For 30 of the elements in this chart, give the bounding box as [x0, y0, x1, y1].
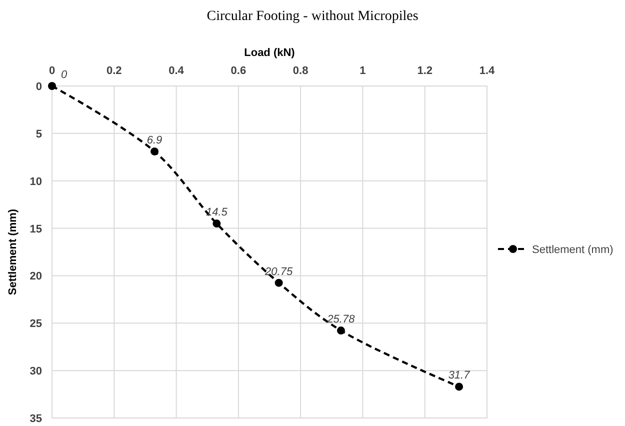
x-axis-title: Load (kN) — [244, 47, 296, 59]
x-tick-label: 0.6 — [230, 65, 246, 77]
point — [274, 278, 283, 287]
y-tick-label: 15 — [30, 223, 42, 236]
point — [455, 382, 464, 391]
data-label: 6.9 — [146, 134, 162, 146]
y-tick-label: 5 — [36, 128, 42, 140]
y-tick-label: 0 — [36, 81, 42, 93]
point — [48, 82, 56, 90]
point — [212, 220, 221, 228]
y-tick-label: 30 — [30, 366, 42, 378]
legend-label: Settlement (mm) — [532, 244, 614, 256]
x-tick-label: 1.2 — [417, 65, 433, 77]
x-tick-label: 0.2 — [106, 65, 122, 77]
x-tick-label: 1.4 — [479, 65, 496, 77]
x-tick-label: 1 — [360, 65, 366, 77]
data-label: 20.75 — [264, 266, 294, 278]
y-tick-label: 10 — [30, 176, 42, 188]
y-tick-label: 25 — [30, 318, 42, 330]
y-tick-label: 35 — [30, 413, 42, 425]
point — [150, 147, 159, 156]
data-label: 25.78 — [326, 314, 356, 326]
point — [336, 326, 345, 335]
chart-title: Circular Footing - without Micropiles — [206, 9, 418, 24]
y-tick-label: 20 — [30, 270, 42, 283]
data-label: 31.7 — [448, 370, 471, 382]
x-tick-label: 0.8 — [292, 65, 308, 77]
y-axis-title: Settlement (mm) — [7, 208, 19, 296]
x-tick-label: 0.4 — [168, 65, 185, 77]
x-tick-label: 0 — [48, 65, 56, 77]
